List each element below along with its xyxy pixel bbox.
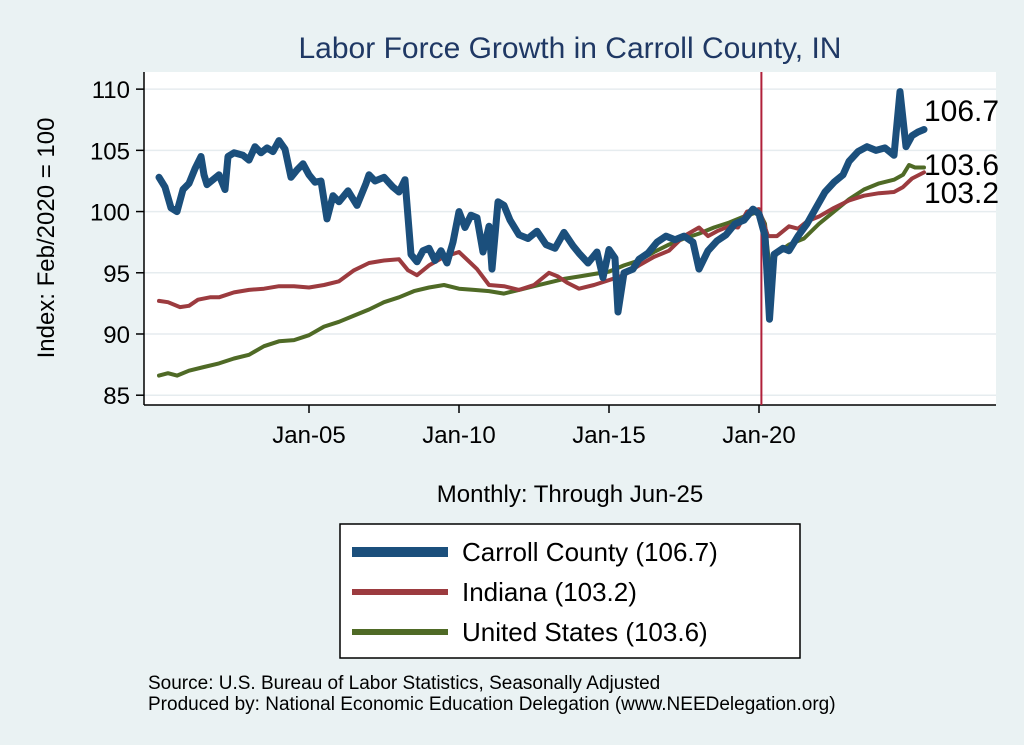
y-tick-label: 85 xyxy=(103,383,130,410)
x-tick-label: Jan-20 xyxy=(722,422,795,449)
series-line-carroll-county xyxy=(155,88,928,323)
x-tick-label: Jan-15 xyxy=(572,422,645,449)
series-line-indiana xyxy=(157,170,926,310)
producer-note: Produced by: National Economic Education… xyxy=(148,694,836,715)
y-axis-label: Index: Feb/2020 = 100 xyxy=(33,118,60,359)
x-axis-label: Monthly: Through Jun-25 xyxy=(437,481,703,508)
axes: 85 90 95 100 105 110 Jan-05 Jan-10 Jan-15 Jan-20 xyxy=(90,72,996,449)
series-lines xyxy=(155,88,928,378)
y-tick-label: 95 xyxy=(103,261,130,288)
legend: Carroll County (106.7) Indiana (103.2) Uni… xyxy=(339,523,801,659)
legend-entry: United States (103.6) xyxy=(462,617,708,647)
chart-title: Labor Force Growth in Carroll County, IN xyxy=(299,32,842,65)
y-tick-label: 100 xyxy=(90,200,130,227)
x-tick-label: Jan-05 xyxy=(272,422,345,449)
end-label: 103.2 xyxy=(924,177,999,210)
legend-entry: Carroll County (106.7) xyxy=(462,537,718,567)
source-note: Source: U.S. Bureau of Labor Statistics,… xyxy=(148,673,660,694)
legend-entry: Indiana (103.2) xyxy=(462,577,637,607)
x-tick-label: Jan-10 xyxy=(422,422,495,449)
gridlines xyxy=(144,88,996,396)
end-label: 103.6 xyxy=(924,149,999,182)
y-tick-label: 105 xyxy=(90,138,130,165)
y-tick-label: 90 xyxy=(103,322,130,349)
end-label: 106.7 xyxy=(924,95,999,128)
y-tick-label: 110 xyxy=(92,77,130,104)
